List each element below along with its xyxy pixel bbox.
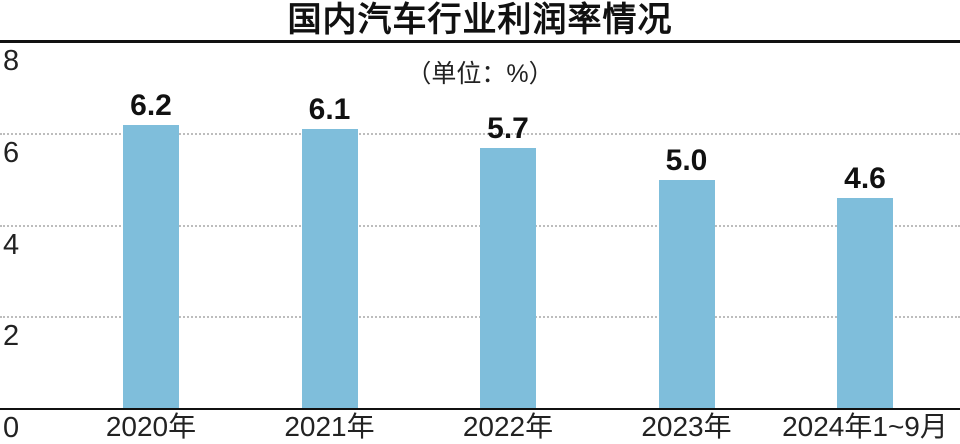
bar-value-label: 4.6	[844, 161, 886, 195]
y-tick-label-0: 0	[3, 412, 20, 444]
x-tick-label: 2023年	[641, 411, 732, 442]
bar-2022年	[480, 147, 536, 409]
bar-value-label: 6.2	[130, 88, 172, 122]
x-tick-label: 2022年	[462, 411, 554, 442]
x-axis-line	[0, 408, 960, 410]
y-tick-label-8: 8	[3, 45, 20, 77]
x-tick-label: 2024年1~9月	[782, 411, 948, 442]
bar-value-label: 5.7	[487, 111, 529, 145]
x-tick-label: 2021年	[284, 411, 375, 442]
bar-2023年	[658, 179, 715, 409]
y-tick-label-2: 2	[3, 320, 20, 353]
bar-2024年1~9月	[837, 197, 893, 409]
y-tick-label-4: 4	[3, 228, 20, 261]
gridline-y-6	[0, 132, 960, 135]
bar-value-label: 6.1	[308, 93, 351, 127]
bar-2020年	[123, 124, 179, 409]
chart-subtitle: （单位：%）	[406, 60, 554, 88]
chart-title: 国内汽车行业利润率情况	[287, 1, 673, 39]
bar-value-label: 5.0	[665, 143, 708, 177]
title-divider-rule	[0, 40, 960, 43]
y-tick-label-6: 6	[3, 136, 20, 169]
x-tick-label: 2020年	[105, 411, 197, 442]
bar-2021年	[301, 129, 358, 409]
